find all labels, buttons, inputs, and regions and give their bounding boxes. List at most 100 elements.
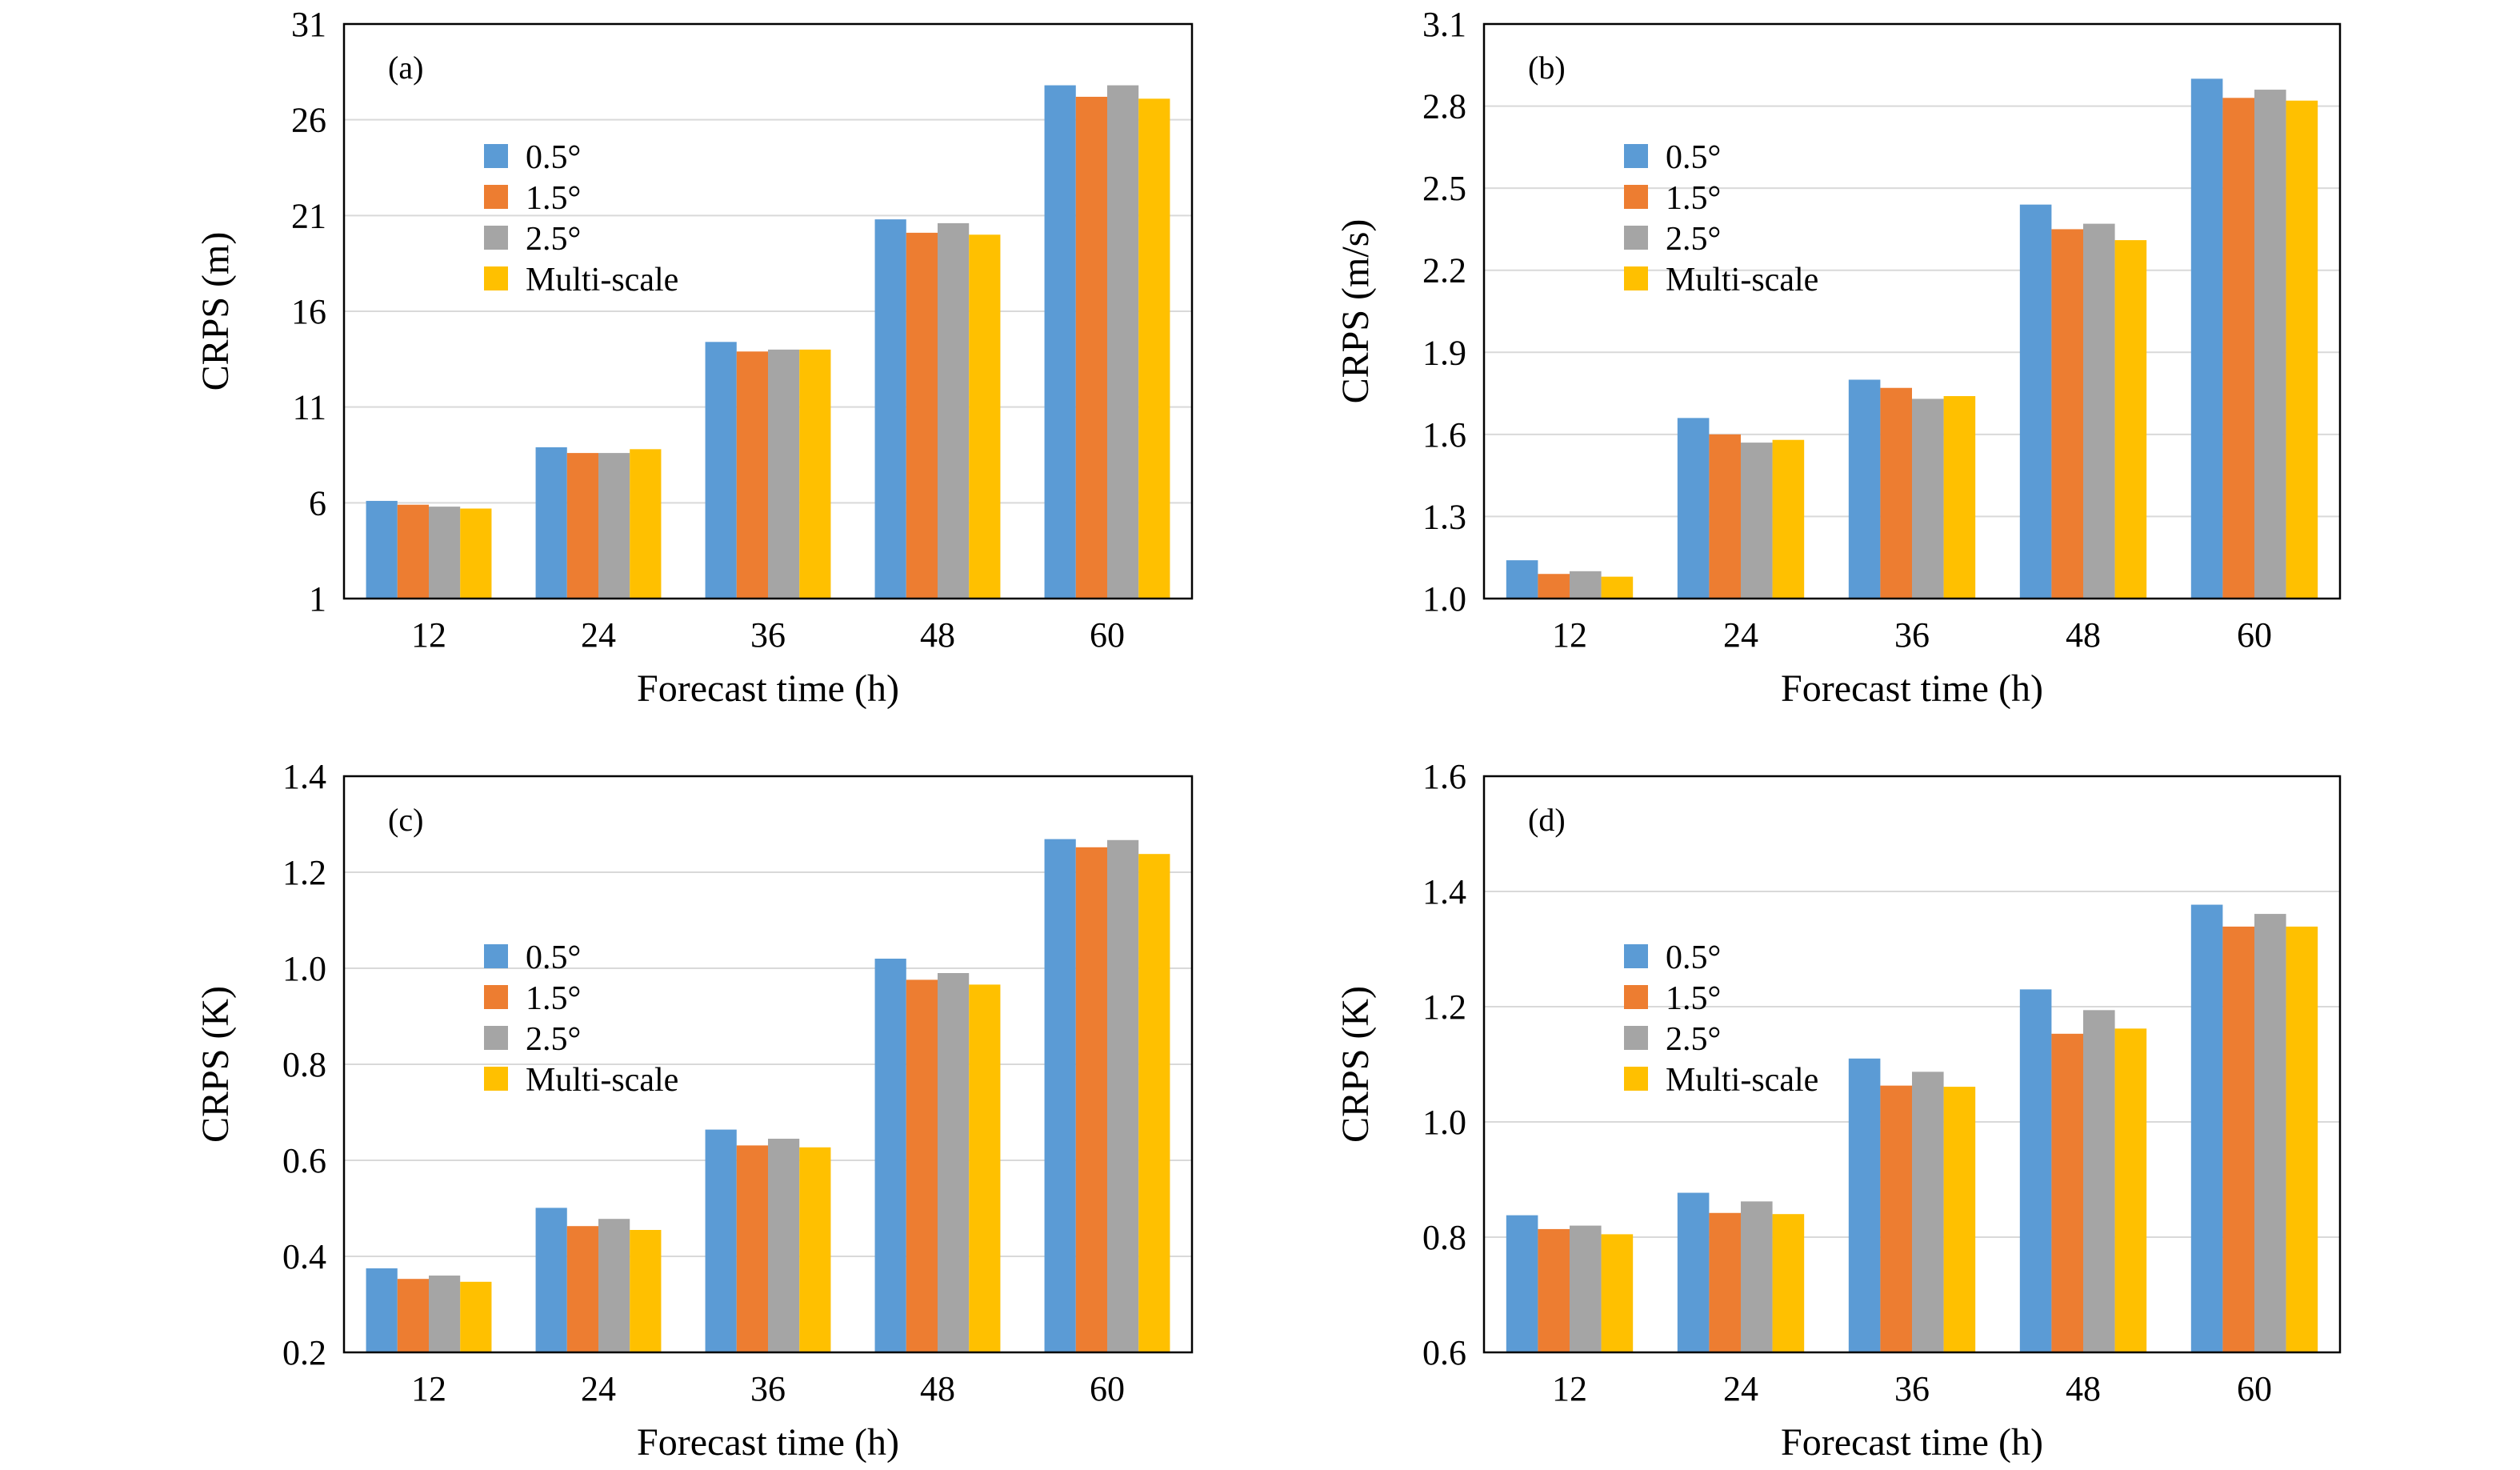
y-tick-label: 26	[291, 101, 326, 140]
bar-2-5-48	[2083, 223, 2115, 599]
y-tick-label: 1.0	[282, 949, 326, 988]
bar-0-5-24	[535, 447, 567, 599]
y-tick-label: 3.1	[1422, 5, 1466, 44]
x-tick-label: 12	[411, 615, 446, 655]
x-tick-label: 48	[2066, 1369, 2101, 1408]
y-tick-label: 2.8	[1422, 87, 1466, 126]
x-tick-label: 36	[1894, 615, 1930, 655]
legend: 0.5° 1.5° 2.5° Multi-scale	[484, 139, 678, 298]
x-tick-label: 48	[920, 615, 955, 655]
x-tick-label: 12	[1552, 1369, 1587, 1408]
bar-2-5-12	[1570, 1225, 1602, 1352]
chart-panel-c: 0.2 0.4 0.6 0.8 1.0 1.2 1.4 12 24 36 48 60 (c) Foreca…	[194, 757, 1194, 1464]
bar-1-5-60	[1075, 96, 1107, 599]
x-tick-label: 60	[2237, 615, 2272, 655]
bar-2-5-48	[938, 973, 970, 1352]
x-tick-label: 48	[2066, 615, 2101, 655]
y-tick-label: 2.5	[1422, 169, 1466, 208]
legend-label: 2.5°	[1666, 221, 1721, 258]
bar-1-5-48	[906, 979, 938, 1352]
y-tick-label: 11	[293, 388, 326, 427]
bar-multi-scale-36	[799, 1147, 831, 1352]
bar-1-5-48	[2051, 229, 2083, 599]
legend-label: 0.5°	[526, 139, 581, 176]
legend-label: 2.5°	[526, 1021, 581, 1058]
bar-multi-scale-48	[2114, 1028, 2147, 1352]
bar-0-5-24	[1677, 418, 1710, 599]
y-tick-label: 2.2	[1422, 251, 1466, 290]
chart-panel-d: 0.6 0.8 1.0 1.2 1.4 1.6 12 24 36 48 60 (d) Forecast …	[1334, 757, 2342, 1464]
bar-2-5-60	[2254, 914, 2286, 1352]
x-axis-title: Forecast time (h)	[1781, 1421, 2043, 1464]
bar-0-5-36	[1848, 1058, 1881, 1352]
y-tick-label: 1.3	[1422, 497, 1466, 536]
bar-1-5-24	[1709, 434, 1741, 599]
x-tick-label: 60	[1090, 1369, 1125, 1408]
legend: 0.5° 1.5° 2.5° Multi-scale	[1624, 139, 1818, 298]
bar-2-5-60	[1107, 85, 1139, 599]
bar-1-5-24	[1709, 1212, 1741, 1352]
y-tick-label: 0.2	[282, 1333, 326, 1372]
bar-0-5-24	[535, 1208, 567, 1352]
plot-frame	[1482, 775, 2342, 1354]
legend-swatch	[1624, 266, 1648, 290]
bar-0-5-12	[1506, 560, 1538, 599]
legend-swatch	[1624, 226, 1648, 250]
x-tick-label: 60	[2237, 1369, 2272, 1408]
y-tick-label: 0.6	[1422, 1333, 1466, 1372]
x-tick-label: 12	[411, 1369, 446, 1408]
y-tick-label: 1.4	[282, 757, 326, 796]
y-tick-label: 0.8	[1422, 1218, 1466, 1257]
y-tick-label: 0.4	[282, 1237, 326, 1276]
legend-swatch	[1624, 185, 1648, 209]
bar-1-5-36	[736, 1145, 768, 1352]
bar-0-5-36	[705, 342, 737, 599]
bar-multi-scale-12	[1601, 576, 1634, 599]
bar-1-5-24	[566, 453, 598, 599]
x-tick-label: 36	[750, 1369, 786, 1408]
x-tick-label: 24	[1723, 615, 1758, 655]
bar-2-5-48	[938, 222, 970, 599]
x-tick-label: 12	[1552, 615, 1587, 655]
bar-1-5-12	[397, 1279, 429, 1352]
bar-1-5-48	[906, 232, 938, 599]
bar-1-5-12	[397, 504, 429, 599]
y-tick-label: 1.2	[282, 853, 326, 892]
bar-multi-scale-60	[1138, 98, 1170, 599]
x-axis-title: Forecast time (h)	[1781, 667, 2043, 710]
bar-multi-scale-12	[1601, 1234, 1634, 1352]
chart-panel-b: 1.0 1.3 1.6 1.9 2.2 2.5 2.8 3.1 12 24 36 48 60 (b) For…	[1334, 5, 2342, 710]
bar-2-5-24	[1741, 443, 1773, 599]
bar-multi-scale-24	[630, 1230, 662, 1352]
x-tick-label: 48	[920, 1369, 955, 1408]
bar-0-5-12	[366, 500, 398, 599]
y-tick-label: 1.9	[1422, 333, 1466, 372]
bar-multi-scale-36	[1943, 395, 1976, 599]
legend-label: 0.5°	[1666, 139, 1721, 176]
bar-1-5-12	[1538, 574, 1570, 599]
y-tick-label: 1.0	[1422, 579, 1466, 619]
legend-label: 2.5°	[526, 221, 581, 258]
bar-1-5-36	[1880, 387, 1912, 599]
bar-0-5-60	[1044, 85, 1076, 599]
bar-2-5-12	[1570, 571, 1602, 599]
panel-label: (b)	[1528, 50, 1566, 86]
x-tick-label: 36	[1894, 1369, 1930, 1408]
legend-label: 1.5°	[526, 180, 581, 217]
x-tick-label: 60	[1090, 615, 1125, 655]
legend: 0.5° 1.5° 2.5° Multi-scale	[1624, 939, 1818, 1099]
bar-0-5-60	[2190, 78, 2223, 599]
legend-swatch	[1624, 144, 1648, 168]
legend: 0.5° 1.5° 2.5° Multi-scale	[484, 939, 678, 1099]
y-tick-label: 16	[291, 292, 326, 331]
y-tick-label: 1	[309, 579, 326, 619]
legend-swatch	[484, 144, 508, 168]
y-tick-label: 1.2	[1422, 987, 1466, 1027]
bar-2-5-60	[2254, 90, 2286, 599]
bar-1-5-60	[1075, 847, 1107, 1352]
bar-2-5-12	[429, 1276, 461, 1352]
bar-2-5-36	[768, 1139, 800, 1352]
bar-0-5-48	[874, 219, 906, 599]
bar-1-5-48	[2051, 1033, 2083, 1352]
